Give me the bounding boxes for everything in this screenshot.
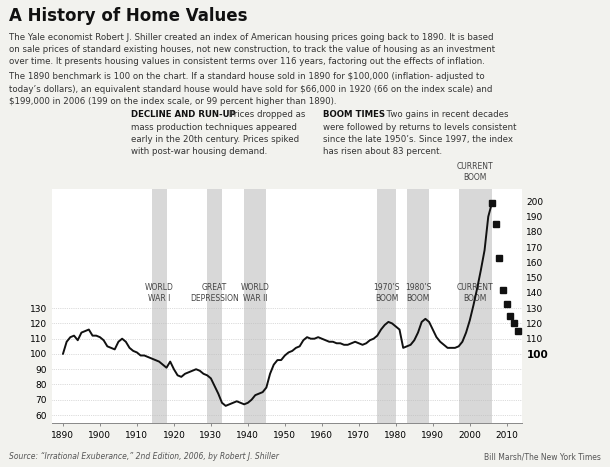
- Text: were followed by returns to levels consistent
since the late 1950’s. Since 1997,: were followed by returns to levels consi…: [323, 123, 517, 156]
- Text: mass production techniques appeared
early in the 20th century. Prices spiked
wit: mass production techniques appeared earl…: [131, 123, 300, 156]
- Text: The 1890 benchmark is 100 on the chart. If a standard house sold in 1890 for $10: The 1890 benchmark is 100 on the chart. …: [9, 72, 492, 106]
- Text: A History of Home Values: A History of Home Values: [9, 7, 248, 25]
- Text: WORLD
WAR II: WORLD WAR II: [241, 283, 270, 303]
- Text: Two gains in recent decades: Two gains in recent decades: [381, 110, 509, 119]
- Text: 1970’S
BOOM: 1970’S BOOM: [373, 283, 400, 303]
- Bar: [207, 189, 222, 423]
- Text: CURRENT
BOOM: CURRENT BOOM: [457, 162, 493, 182]
- Bar: [244, 189, 267, 423]
- Text: WORLD
WAR I: WORLD WAR I: [145, 283, 173, 303]
- Bar: [152, 189, 167, 423]
- Text: Prices dropped as: Prices dropped as: [226, 110, 305, 119]
- Bar: [407, 189, 429, 423]
- Text: DECLINE AND RUN-UP: DECLINE AND RUN-UP: [131, 110, 236, 119]
- Bar: [378, 189, 396, 423]
- Text: The Yale economist Robert J. Shiller created an index of American housing prices: The Yale economist Robert J. Shiller cre…: [9, 33, 495, 66]
- Text: BOOM TIMES: BOOM TIMES: [323, 110, 386, 119]
- Text: Source: “Irrational Exuberance,” 2nd Edition, 2006, by Robert J. Shiller: Source: “Irrational Exuberance,” 2nd Edi…: [9, 453, 279, 461]
- Text: 1980’S
BOOM: 1980’S BOOM: [405, 283, 431, 303]
- Text: Bill Marsh/The New York Times: Bill Marsh/The New York Times: [484, 453, 601, 461]
- Text: CURRENT
BOOM: CURRENT BOOM: [457, 283, 493, 303]
- Text: GREAT
DEPRESSION: GREAT DEPRESSION: [190, 283, 239, 303]
- Bar: [459, 189, 492, 423]
